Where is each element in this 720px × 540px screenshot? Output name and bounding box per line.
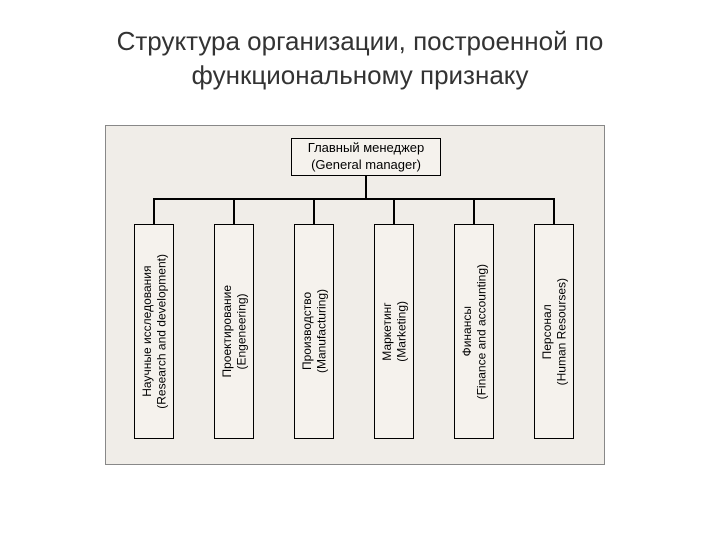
dept-label-ru: Производство [300, 289, 314, 373]
connector-bus [153, 198, 555, 200]
connector-dept-stem [473, 198, 475, 224]
connector-dept-stem [393, 198, 395, 224]
org-chart: Главный менеджер (General manager) Научн… [105, 125, 605, 465]
dept-label-en: (Manufacturing) [314, 289, 328, 373]
dept-label-en: (Finance and accounting) [474, 264, 488, 399]
root-node: Главный менеджер (General manager) [291, 138, 441, 176]
dept-node: Проектирование(Engeneering) [214, 224, 254, 439]
connector-dept-stem [313, 198, 315, 224]
dept-node: Маркетинг(Marketing) [374, 224, 414, 439]
connector-dept-stem [553, 198, 555, 224]
connector-dept-stem [153, 198, 155, 224]
dept-label-en: (Marketing) [394, 301, 408, 362]
root-label-en: (General manager) [292, 157, 440, 174]
dept-label-ru: Научные исследования [140, 254, 154, 409]
connector-dept-stem [233, 198, 235, 224]
dept-label: Персонал(Human Resourses) [540, 278, 569, 385]
dept-label: Финансы(Finance and accounting) [460, 264, 489, 399]
dept-label-en: (Engeneering) [234, 285, 248, 378]
dept-label-en: (Human Resourses) [554, 278, 568, 385]
dept-label: Производство(Manufacturing) [300, 289, 329, 373]
dept-label-ru: Финансы [460, 264, 474, 399]
dept-node: Производство(Manufacturing) [294, 224, 334, 439]
slide-title: Структура организации, построенной по фу… [0, 0, 720, 103]
dept-label-ru: Персонал [540, 278, 554, 385]
dept-label-en: (Research and development) [154, 254, 168, 409]
dept-label-ru: Маркетинг [380, 301, 394, 362]
dept-label-ru: Проектирование [220, 285, 234, 378]
dept-node: Финансы(Finance and accounting) [454, 224, 494, 439]
dept-node: Персонал(Human Resourses) [534, 224, 574, 439]
root-label-ru: Главный менеджер [292, 140, 440, 157]
connector-root-stem [365, 176, 367, 198]
dept-node: Научные исследования(Research and develo… [134, 224, 174, 439]
dept-label: Научные исследования(Research and develo… [140, 254, 169, 409]
dept-label: Маркетинг(Marketing) [380, 301, 409, 362]
dept-label: Проектирование(Engeneering) [220, 285, 249, 378]
